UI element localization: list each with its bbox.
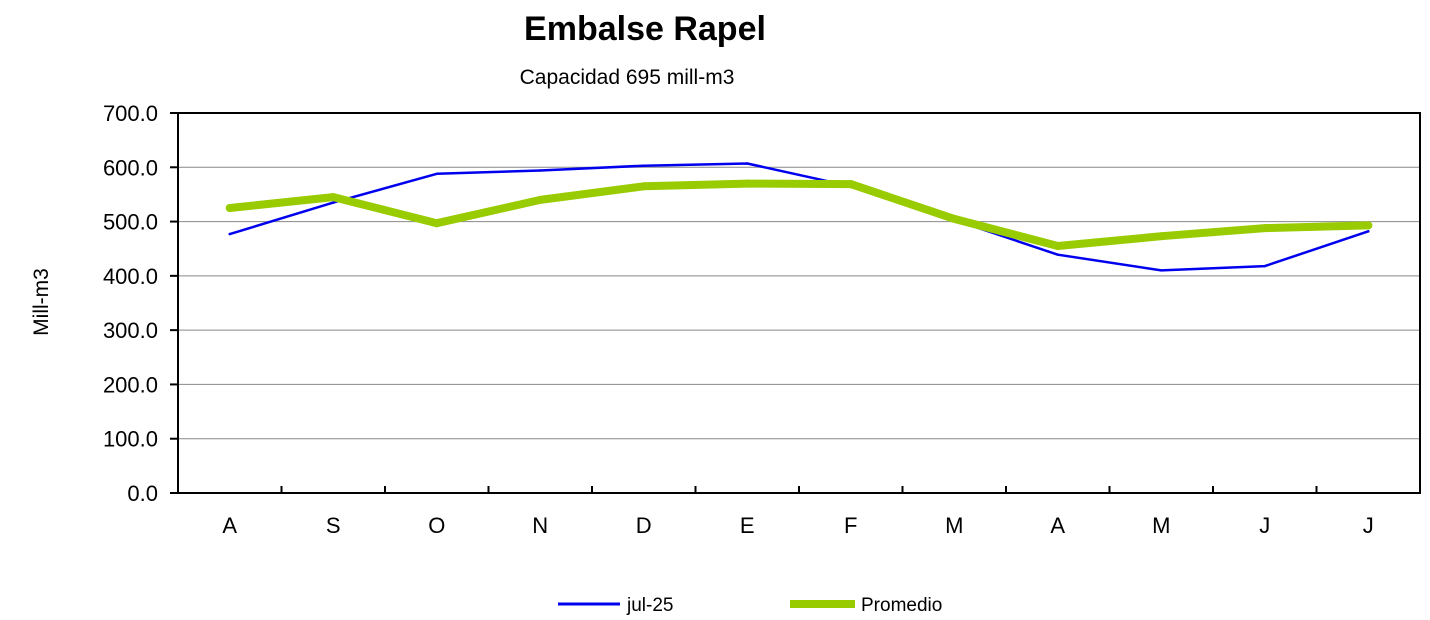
gridlines (178, 166, 1420, 440)
data-point (1053, 242, 1062, 250)
y-tick-label: 100.0 (103, 427, 158, 452)
x-tick-label: A (222, 513, 237, 538)
data-point (1364, 221, 1373, 230)
data-point (846, 180, 855, 189)
data-point (1263, 264, 1266, 268)
legend-label-jul-25: jul-25 (626, 595, 673, 615)
plot-area-frame (177, 112, 1421, 494)
data-point (228, 232, 231, 236)
y-axis-ticks: 0.0 100.0 200.0 300.0 400.0 500.0 600.0 700.0 (103, 101, 178, 506)
data-point (1157, 232, 1166, 241)
data-point (639, 182, 648, 191)
data-point (950, 214, 959, 223)
y-tick-label: 600.0 (103, 155, 158, 180)
data-point (642, 164, 645, 167)
x-tick-label: O (428, 513, 445, 538)
data-point (225, 204, 234, 212)
series-line-jul-25 (228, 162, 1370, 272)
data-point (1367, 230, 1370, 233)
y-tick-label: 200.0 (103, 372, 158, 397)
y-tick-label: 0.0 (127, 481, 158, 506)
y-axis-label: Mill-m3 (30, 268, 53, 336)
data-point (329, 193, 338, 202)
data-point (746, 162, 749, 165)
x-tick-label: J (1363, 513, 1374, 538)
data-point (1260, 224, 1269, 233)
series-line-promedio (225, 179, 1373, 250)
data-point (435, 172, 438, 176)
x-tick-label: A (1050, 513, 1065, 538)
y-tick-label: 700.0 (103, 101, 158, 126)
x-tick-label: N (532, 513, 548, 538)
y-tick-label: 400.0 (103, 264, 158, 289)
x-tick-label: M (945, 513, 963, 538)
data-point (539, 169, 542, 172)
x-tick-label: D (636, 513, 652, 538)
x-tick-label: J (1259, 513, 1270, 538)
chart-title: Embalse Rapel (524, 10, 766, 48)
data-point (332, 201, 335, 204)
y-tick-label: 300.0 (103, 318, 158, 343)
chart-subtitle: Capacidad 695 mill-m3 (520, 66, 735, 89)
series-lines (225, 162, 1373, 272)
x-tick-label: M (1152, 513, 1170, 538)
x-tick-label: E (740, 513, 755, 538)
data-point (536, 195, 545, 204)
legend-label-promedio: Promedio (861, 595, 942, 615)
y-tick-label: 500.0 (103, 210, 158, 235)
legend: jul-25 Promedio (558, 595, 942, 616)
data-point (1056, 253, 1059, 256)
data-point (743, 179, 752, 188)
x-tick-label: F (844, 513, 857, 538)
x-tick-label: S (326, 513, 341, 538)
data-point (1160, 269, 1163, 272)
data-point (432, 219, 441, 228)
